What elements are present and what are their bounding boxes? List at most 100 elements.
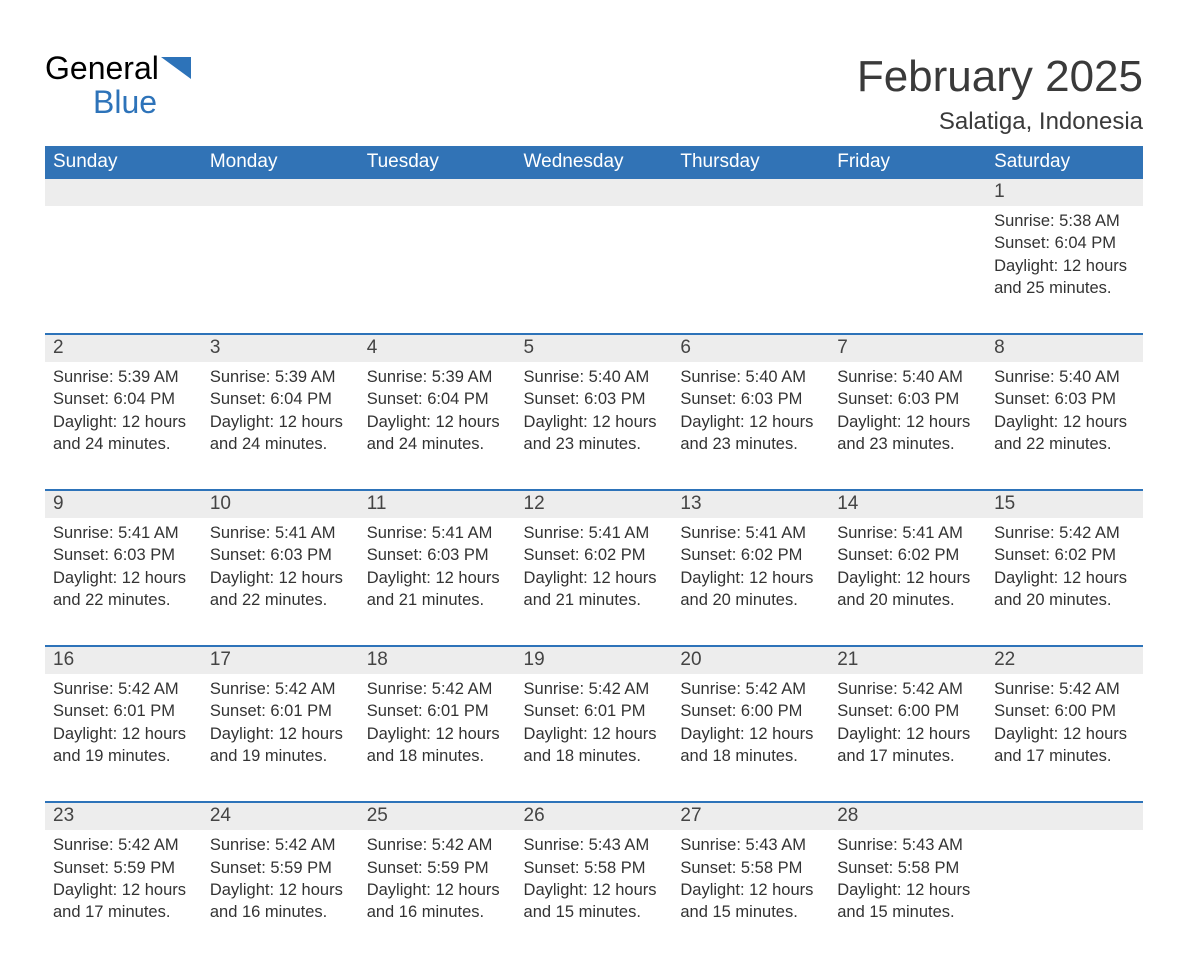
- daylight-line: Daylight: 12 hours and 16 minutes.: [367, 879, 508, 924]
- sunrise-line: Sunrise: 5:40 AM: [994, 366, 1135, 388]
- sunrise-line: Sunrise: 5:41 AM: [210, 522, 351, 544]
- sunrise-line: Sunrise: 5:42 AM: [367, 834, 508, 856]
- daylight-line: Daylight: 12 hours and 22 minutes.: [53, 567, 194, 612]
- logo-flag-icon: [161, 52, 191, 86]
- sunset-line: Sunset: 6:02 PM: [524, 544, 665, 566]
- day-num-6: 6: [672, 334, 829, 362]
- week-0-content: Sunrise: 5:38 AMSunset: 6:04 PMDaylight:…: [45, 206, 1143, 334]
- week-1-content: Sunrise: 5:39 AMSunset: 6:04 PMDaylight:…: [45, 362, 1143, 490]
- day-cell-10: Sunrise: 5:41 AMSunset: 6:03 PMDaylight:…: [202, 518, 359, 646]
- daylight-line: Daylight: 12 hours and 16 minutes.: [210, 879, 351, 924]
- day-cell-26: Sunrise: 5:43 AMSunset: 5:58 PMDaylight:…: [516, 830, 673, 937]
- day-num-27: 27: [672, 802, 829, 830]
- daylight-line: Daylight: 12 hours and 17 minutes.: [53, 879, 194, 924]
- daylight-line: Daylight: 12 hours and 22 minutes.: [994, 411, 1135, 456]
- day-num-20: 20: [672, 646, 829, 674]
- daylight-line: Daylight: 12 hours and 18 minutes.: [680, 723, 821, 768]
- daylight-line: Daylight: 12 hours and 18 minutes.: [524, 723, 665, 768]
- location-label: Salatiga, Indonesia: [857, 108, 1143, 136]
- sunset-line: Sunset: 5:58 PM: [680, 857, 821, 879]
- day-cell-13: Sunrise: 5:41 AMSunset: 6:02 PMDaylight:…: [672, 518, 829, 646]
- daylight-line: Daylight: 12 hours and 20 minutes.: [994, 567, 1135, 612]
- sunset-line: Sunset: 5:59 PM: [210, 857, 351, 879]
- sunset-line: Sunset: 6:02 PM: [680, 544, 821, 566]
- sunset-line: Sunset: 6:03 PM: [367, 544, 508, 566]
- daylight-line: Daylight: 12 hours and 24 minutes.: [53, 411, 194, 456]
- sunset-line: Sunset: 6:00 PM: [680, 700, 821, 722]
- daylight-line: Daylight: 12 hours and 20 minutes.: [837, 567, 978, 612]
- sunset-line: Sunset: 6:02 PM: [994, 544, 1135, 566]
- sunrise-line: Sunrise: 5:43 AM: [680, 834, 821, 856]
- calendar-table: SundayMondayTuesdayWednesdayThursdayFrid…: [45, 146, 1143, 937]
- day-cell-empty: [829, 206, 986, 334]
- day-cell-2: Sunrise: 5:39 AMSunset: 6:04 PMDaylight:…: [45, 362, 202, 490]
- sunset-line: Sunset: 5:59 PM: [53, 857, 194, 879]
- logo-text: General Blue: [45, 52, 191, 119]
- day-num-7: 7: [829, 334, 986, 362]
- logo-general: General: [45, 50, 159, 86]
- daylight-line: Daylight: 12 hours and 21 minutes.: [524, 567, 665, 612]
- sunrise-line: Sunrise: 5:42 AM: [837, 678, 978, 700]
- day-num-empty: [359, 179, 516, 206]
- sunrise-line: Sunrise: 5:40 AM: [837, 366, 978, 388]
- day-num-16: 16: [45, 646, 202, 674]
- calendar-header: SundayMondayTuesdayWednesdayThursdayFrid…: [45, 146, 1143, 179]
- sunrise-line: Sunrise: 5:40 AM: [524, 366, 665, 388]
- day-num-9: 9: [45, 490, 202, 518]
- daylight-line: Daylight: 12 hours and 15 minutes.: [524, 879, 665, 924]
- day-cell-23: Sunrise: 5:42 AMSunset: 5:59 PMDaylight:…: [45, 830, 202, 937]
- sunset-line: Sunset: 6:01 PM: [53, 700, 194, 722]
- day-cell-28: Sunrise: 5:43 AMSunset: 5:58 PMDaylight:…: [829, 830, 986, 937]
- week-3-daynums: 16171819202122: [45, 646, 1143, 674]
- day-num-17: 17: [202, 646, 359, 674]
- day-num-12: 12: [516, 490, 673, 518]
- day-cell-25: Sunrise: 5:42 AMSunset: 5:59 PMDaylight:…: [359, 830, 516, 937]
- day-num-26: 26: [516, 802, 673, 830]
- day-cell-4: Sunrise: 5:39 AMSunset: 6:04 PMDaylight:…: [359, 362, 516, 490]
- day-num-19: 19: [516, 646, 673, 674]
- day-cell-empty: [359, 206, 516, 334]
- day-num-empty: [202, 179, 359, 206]
- weekday-thursday: Thursday: [672, 146, 829, 179]
- day-cell-15: Sunrise: 5:42 AMSunset: 6:02 PMDaylight:…: [986, 518, 1143, 646]
- day-num-8: 8: [986, 334, 1143, 362]
- sunrise-line: Sunrise: 5:42 AM: [210, 678, 351, 700]
- sunrise-line: Sunrise: 5:41 AM: [524, 522, 665, 544]
- sunrise-line: Sunrise: 5:43 AM: [524, 834, 665, 856]
- day-cell-19: Sunrise: 5:42 AMSunset: 6:01 PMDaylight:…: [516, 674, 673, 802]
- calendar-body: 1Sunrise: 5:38 AMSunset: 6:04 PMDaylight…: [45, 179, 1143, 937]
- sunset-line: Sunset: 5:58 PM: [524, 857, 665, 879]
- day-num-1: 1: [986, 179, 1143, 206]
- sunset-line: Sunset: 6:04 PM: [994, 232, 1135, 254]
- day-num-empty: [829, 179, 986, 206]
- logo-blue: Blue: [93, 86, 191, 120]
- weekday-saturday: Saturday: [986, 146, 1143, 179]
- sunrise-line: Sunrise: 5:40 AM: [680, 366, 821, 388]
- day-cell-8: Sunrise: 5:40 AMSunset: 6:03 PMDaylight:…: [986, 362, 1143, 490]
- day-cell-12: Sunrise: 5:41 AMSunset: 6:02 PMDaylight:…: [516, 518, 673, 646]
- daylight-line: Daylight: 12 hours and 17 minutes.: [994, 723, 1135, 768]
- month-title: February 2025: [857, 52, 1143, 102]
- day-num-empty: [672, 179, 829, 206]
- day-cell-empty: [672, 206, 829, 334]
- calendar-page: General Blue February 2025 Salatiga, Ind…: [0, 0, 1188, 977]
- week-2-daynums: 9101112131415: [45, 490, 1143, 518]
- weekday-tuesday: Tuesday: [359, 146, 516, 179]
- sunset-line: Sunset: 6:04 PM: [367, 388, 508, 410]
- sunset-line: Sunset: 6:04 PM: [53, 388, 194, 410]
- daylight-line: Daylight: 12 hours and 15 minutes.: [837, 879, 978, 924]
- daylight-line: Daylight: 12 hours and 23 minutes.: [680, 411, 821, 456]
- logo: General Blue: [45, 52, 191, 119]
- day-cell-empty: [202, 206, 359, 334]
- sunset-line: Sunset: 6:03 PM: [524, 388, 665, 410]
- day-cell-14: Sunrise: 5:41 AMSunset: 6:02 PMDaylight:…: [829, 518, 986, 646]
- day-cell-5: Sunrise: 5:40 AMSunset: 6:03 PMDaylight:…: [516, 362, 673, 490]
- sunset-line: Sunset: 6:03 PM: [210, 544, 351, 566]
- weekday-friday: Friday: [829, 146, 986, 179]
- sunset-line: Sunset: 5:59 PM: [367, 857, 508, 879]
- sunset-line: Sunset: 6:04 PM: [210, 388, 351, 410]
- sunrise-line: Sunrise: 5:42 AM: [53, 834, 194, 856]
- day-cell-11: Sunrise: 5:41 AMSunset: 6:03 PMDaylight:…: [359, 518, 516, 646]
- sunrise-line: Sunrise: 5:42 AM: [210, 834, 351, 856]
- day-cell-3: Sunrise: 5:39 AMSunset: 6:04 PMDaylight:…: [202, 362, 359, 490]
